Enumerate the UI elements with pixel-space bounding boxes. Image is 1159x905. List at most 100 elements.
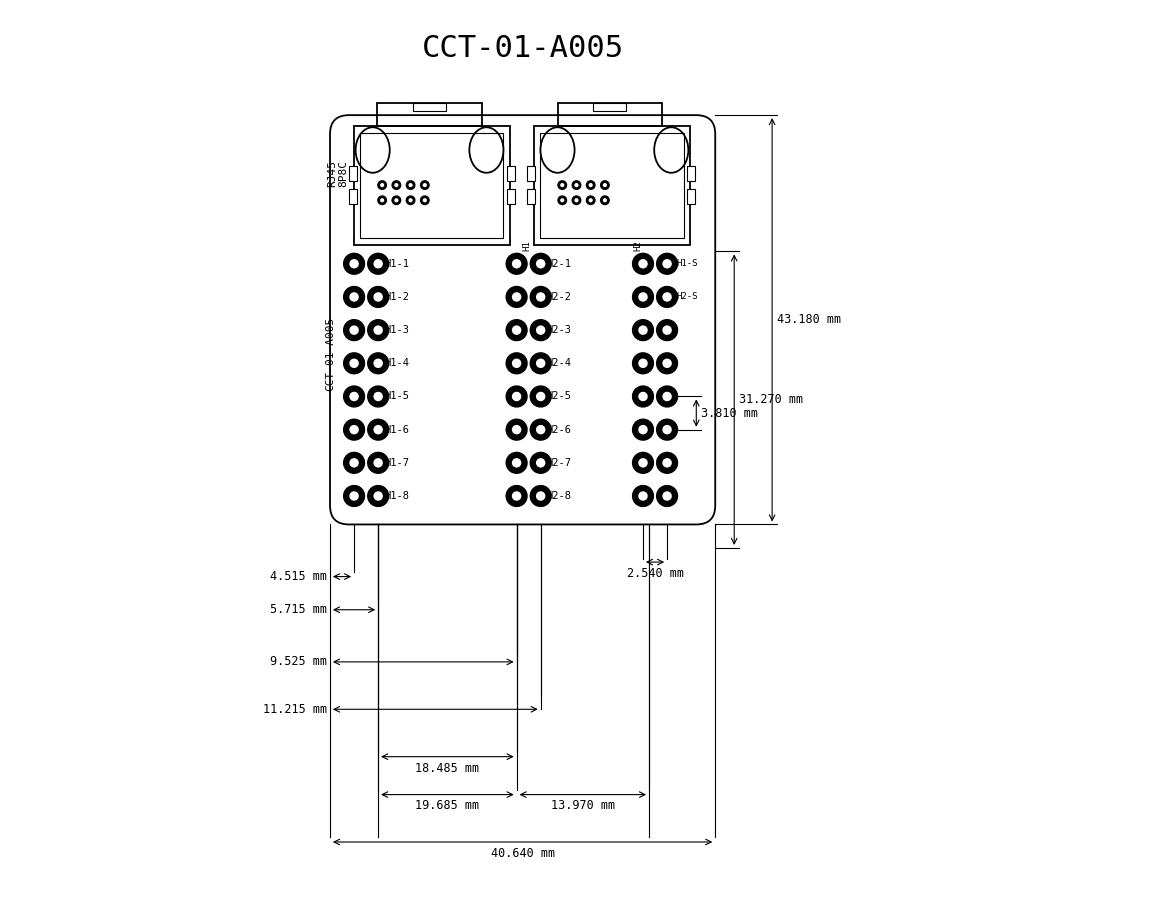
Circle shape: [349, 259, 359, 269]
Circle shape: [633, 452, 654, 473]
Circle shape: [349, 458, 359, 468]
Text: 3.810 mm: 3.810 mm: [701, 406, 758, 420]
Circle shape: [531, 353, 552, 374]
Circle shape: [603, 183, 607, 187]
Circle shape: [512, 392, 522, 401]
Circle shape: [394, 183, 399, 187]
Bar: [349, 167, 357, 181]
Circle shape: [531, 386, 552, 407]
Circle shape: [535, 491, 546, 500]
Bar: [527, 189, 534, 204]
Circle shape: [367, 287, 388, 308]
Circle shape: [531, 287, 552, 308]
Circle shape: [392, 196, 401, 205]
Bar: [527, 167, 534, 181]
Circle shape: [657, 419, 678, 440]
Circle shape: [367, 253, 388, 274]
Circle shape: [344, 319, 365, 340]
Circle shape: [349, 292, 359, 301]
Circle shape: [407, 196, 415, 205]
Circle shape: [349, 491, 359, 500]
Circle shape: [603, 198, 607, 203]
Text: H1-3: H1-3: [384, 325, 409, 335]
Circle shape: [512, 458, 522, 468]
Circle shape: [589, 198, 592, 203]
Circle shape: [408, 183, 413, 187]
Circle shape: [512, 491, 522, 500]
Circle shape: [600, 181, 610, 189]
Circle shape: [512, 358, 522, 368]
Circle shape: [557, 196, 567, 205]
Circle shape: [662, 326, 672, 335]
Circle shape: [344, 386, 365, 407]
Circle shape: [557, 181, 567, 189]
Text: H2-7: H2-7: [546, 458, 571, 468]
Circle shape: [662, 259, 672, 269]
Text: 18.485 mm: 18.485 mm: [415, 762, 480, 775]
Circle shape: [662, 458, 672, 468]
Bar: [687, 167, 695, 181]
Circle shape: [531, 253, 552, 274]
Circle shape: [531, 419, 552, 440]
Circle shape: [367, 353, 388, 374]
Circle shape: [421, 196, 429, 205]
Circle shape: [373, 491, 382, 500]
Text: H2-8: H2-8: [546, 491, 571, 501]
Text: H1-6: H1-6: [384, 424, 409, 434]
Circle shape: [633, 287, 654, 308]
Text: H1-S: H1-S: [676, 259, 698, 268]
Text: H1-2: H1-2: [384, 292, 409, 302]
Text: H1-8: H1-8: [384, 491, 409, 501]
Circle shape: [589, 183, 592, 187]
Circle shape: [657, 353, 678, 374]
Circle shape: [531, 486, 552, 507]
Circle shape: [378, 196, 386, 205]
Circle shape: [512, 259, 522, 269]
Circle shape: [344, 353, 365, 374]
Circle shape: [349, 326, 359, 335]
Bar: [349, 189, 357, 204]
Circle shape: [373, 259, 382, 269]
Circle shape: [344, 253, 365, 274]
Text: H1-4: H1-4: [384, 358, 409, 368]
Circle shape: [367, 419, 388, 440]
Circle shape: [586, 181, 595, 189]
Circle shape: [506, 386, 527, 407]
Text: 31.270 mm: 31.270 mm: [739, 393, 803, 406]
Circle shape: [535, 292, 546, 301]
Circle shape: [560, 198, 564, 203]
Circle shape: [506, 486, 527, 507]
Text: H2-1: H2-1: [546, 259, 571, 269]
Circle shape: [423, 183, 427, 187]
Circle shape: [573, 196, 581, 205]
Circle shape: [662, 292, 672, 301]
Circle shape: [373, 458, 382, 468]
Circle shape: [367, 486, 388, 507]
Bar: [557, 102, 662, 127]
Circle shape: [657, 287, 678, 308]
Text: 4.515 mm: 4.515 mm: [270, 570, 327, 583]
Bar: [413, 102, 446, 111]
Circle shape: [535, 259, 546, 269]
Circle shape: [506, 287, 527, 308]
Bar: [508, 167, 515, 181]
Circle shape: [373, 392, 382, 401]
Text: 19.685 mm: 19.685 mm: [415, 799, 480, 813]
Circle shape: [531, 319, 552, 340]
Circle shape: [657, 319, 678, 340]
Circle shape: [600, 196, 610, 205]
Circle shape: [573, 181, 581, 189]
Bar: [508, 189, 515, 204]
Circle shape: [373, 326, 382, 335]
Circle shape: [512, 326, 522, 335]
Circle shape: [639, 358, 648, 368]
Circle shape: [633, 253, 654, 274]
Circle shape: [586, 196, 595, 205]
Circle shape: [575, 183, 578, 187]
Circle shape: [344, 419, 365, 440]
Circle shape: [662, 358, 672, 368]
Text: H1-1: H1-1: [384, 259, 409, 269]
Circle shape: [344, 287, 365, 308]
Circle shape: [506, 452, 527, 473]
Circle shape: [349, 425, 359, 434]
